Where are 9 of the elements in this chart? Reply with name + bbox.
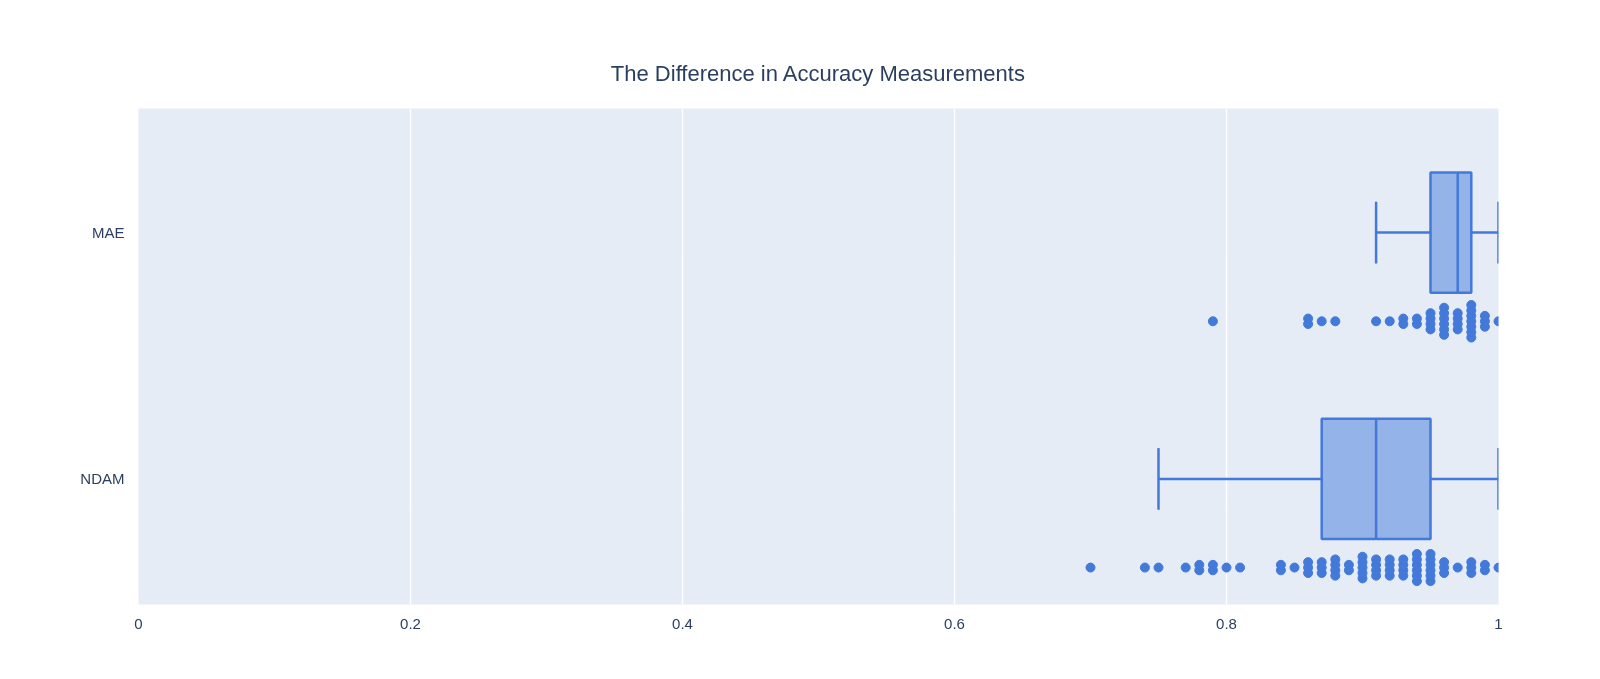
x-tick-label: 0.8 bbox=[1216, 614, 1237, 632]
x-tick-label: 0 bbox=[134, 614, 143, 632]
x-tick-label: 1 bbox=[1494, 614, 1503, 632]
y-tick-label: NDAM bbox=[80, 470, 125, 488]
x-tick-label: 0.6 bbox=[944, 614, 965, 632]
y-tick-label: MAE bbox=[92, 224, 125, 242]
x-tick-label: 0.2 bbox=[400, 614, 421, 632]
chart-title: The Difference in Accuracy Measurements bbox=[610, 61, 1025, 86]
x-tick-label: 0.4 bbox=[672, 614, 693, 632]
